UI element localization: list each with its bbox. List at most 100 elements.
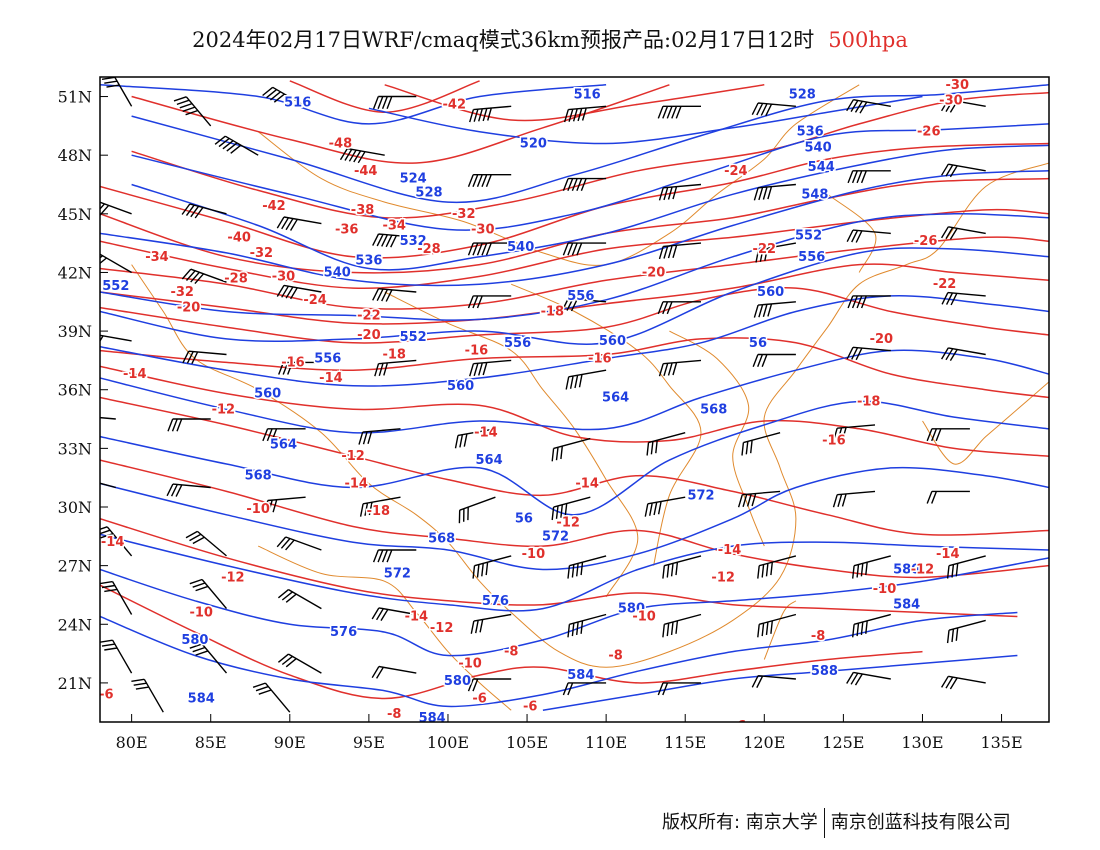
wind-barb <box>946 555 986 579</box>
wind-barb <box>926 490 970 504</box>
wind-barb <box>358 428 401 445</box>
map-axes: 80E 85E 90E 95E 100E 105E 110E 115E 120E 125E 130E… <box>58 88 1023 752</box>
wind-barb <box>567 555 607 579</box>
height-contour <box>100 400 1049 516</box>
temp-contour-label: -12 <box>911 563 935 578</box>
wind-barbs <box>100 77 986 713</box>
height-contour <box>368 95 923 145</box>
height-contour <box>100 557 1049 657</box>
height-contour-label: 548 <box>801 187 828 202</box>
height-contour-label: 580 <box>444 674 471 689</box>
temp-contour-label: -14 <box>936 547 960 562</box>
temp-contour <box>100 459 1049 579</box>
temp-contour-label: -22 <box>753 242 777 257</box>
wind-barb <box>644 496 686 517</box>
footer: 版权所有: 南京大学 南京创蓝科技有限公司 <box>662 808 1011 838</box>
border-line <box>257 84 860 266</box>
height-contour-label: 556 <box>314 351 341 366</box>
temp-contour-label: -12 <box>221 570 245 585</box>
temp-contour-label: -8 <box>504 645 518 660</box>
lon-tick-label: 90E <box>274 733 306 752</box>
height-contour-label: 56 <box>515 512 533 527</box>
temp-contour-label: -30 <box>471 222 495 237</box>
wind-barb <box>847 295 891 309</box>
wind-barb <box>852 613 891 638</box>
wind-barb <box>181 268 227 285</box>
temp-contour-label: -18 <box>857 394 881 409</box>
wind-barb <box>372 549 417 563</box>
wind-barb <box>658 242 702 260</box>
wind-barb <box>832 490 876 508</box>
temp-contour <box>100 263 1049 325</box>
wind-barb <box>454 428 496 449</box>
temp-contour-label: -48 <box>329 136 353 151</box>
wind-barb <box>741 432 781 456</box>
wind-barb <box>753 301 796 318</box>
temp-contour-label: -10 <box>873 582 897 597</box>
map-frame <box>99 76 1050 723</box>
wind-barb <box>551 496 591 521</box>
lon-tick-label: 110E <box>585 733 627 752</box>
height-contour-label: 528 <box>415 185 442 200</box>
temp-contour-label: -8 <box>608 649 622 664</box>
copyright-text: 版权所有: 南京大学 <box>662 812 818 833</box>
height-contour-label: 524 <box>400 172 427 187</box>
wind-barb <box>131 678 164 713</box>
wind-barb <box>181 203 227 219</box>
wind-barb <box>551 437 591 462</box>
temp-contour-label: -18 <box>382 348 406 363</box>
temp-contour-label: -18 <box>541 305 565 320</box>
wind-barb <box>100 334 132 343</box>
wind-barb <box>166 483 211 497</box>
wind-barb <box>946 619 986 644</box>
wind-barb <box>276 216 322 231</box>
temp-contour-label: -6 <box>732 719 746 734</box>
temp-contour-label: -12 <box>711 570 735 585</box>
province-borders <box>131 84 1049 711</box>
height-contour-label: 584 <box>567 668 594 683</box>
temp-contour-label: -10 <box>522 547 546 562</box>
temp-contour <box>100 236 1049 310</box>
height-contour-label: 552 <box>795 228 822 243</box>
height-contour <box>100 170 1049 287</box>
height-contour <box>131 123 1049 231</box>
height-contour-label: 568 <box>700 402 727 417</box>
temp-contour <box>131 91 1049 219</box>
wind-barb <box>561 297 607 312</box>
border-line <box>384 291 639 598</box>
contour-labels: 5165165205285365405445485245285325365405… <box>100 77 971 734</box>
height-contour-label: 564 <box>270 437 297 452</box>
wind-barb <box>467 174 512 188</box>
lat-tick-label: 30N <box>58 498 92 517</box>
height-contour-label: 516 <box>284 95 311 110</box>
wind-barb <box>467 295 512 309</box>
wind-barb <box>941 291 986 306</box>
temp-contour-label: -34 <box>382 219 406 234</box>
height-contour <box>100 349 1049 434</box>
wind-barb <box>372 95 417 109</box>
height-contour-label: 584 <box>188 692 215 707</box>
wind-barb <box>371 607 417 621</box>
temp-contour-label: -16 <box>465 344 489 359</box>
temp-contour-label: -28 <box>417 242 441 257</box>
wind-barb <box>276 536 322 551</box>
border-line <box>131 162 1049 668</box>
wind-barb <box>562 242 607 256</box>
height-contour <box>100 533 1049 612</box>
wind-barb <box>371 665 417 679</box>
lon-tick-label: 85E <box>195 733 227 752</box>
wind-barb <box>470 613 512 634</box>
height-contour-label: 520 <box>520 136 547 151</box>
title-level: 500hpa <box>828 28 908 52</box>
height-contour-label: 556 <box>798 250 825 265</box>
company-name: 南京创蓝科技有限公司 <box>830 812 1011 833</box>
height-contour-label: 56 <box>749 336 767 351</box>
lat-tick-label: 39N <box>58 322 92 341</box>
height-contour-label: 556 <box>504 336 531 351</box>
lat-tick-label: 51N <box>58 88 92 107</box>
temp-contour-label: -34 <box>145 250 169 265</box>
title-main: 2024年02月17日WRF/cmaq模式36km预报产品:02月17日12时 <box>192 28 815 52</box>
wind-barb <box>189 643 228 674</box>
wind-barb <box>846 229 891 243</box>
wind-barb <box>847 170 891 184</box>
